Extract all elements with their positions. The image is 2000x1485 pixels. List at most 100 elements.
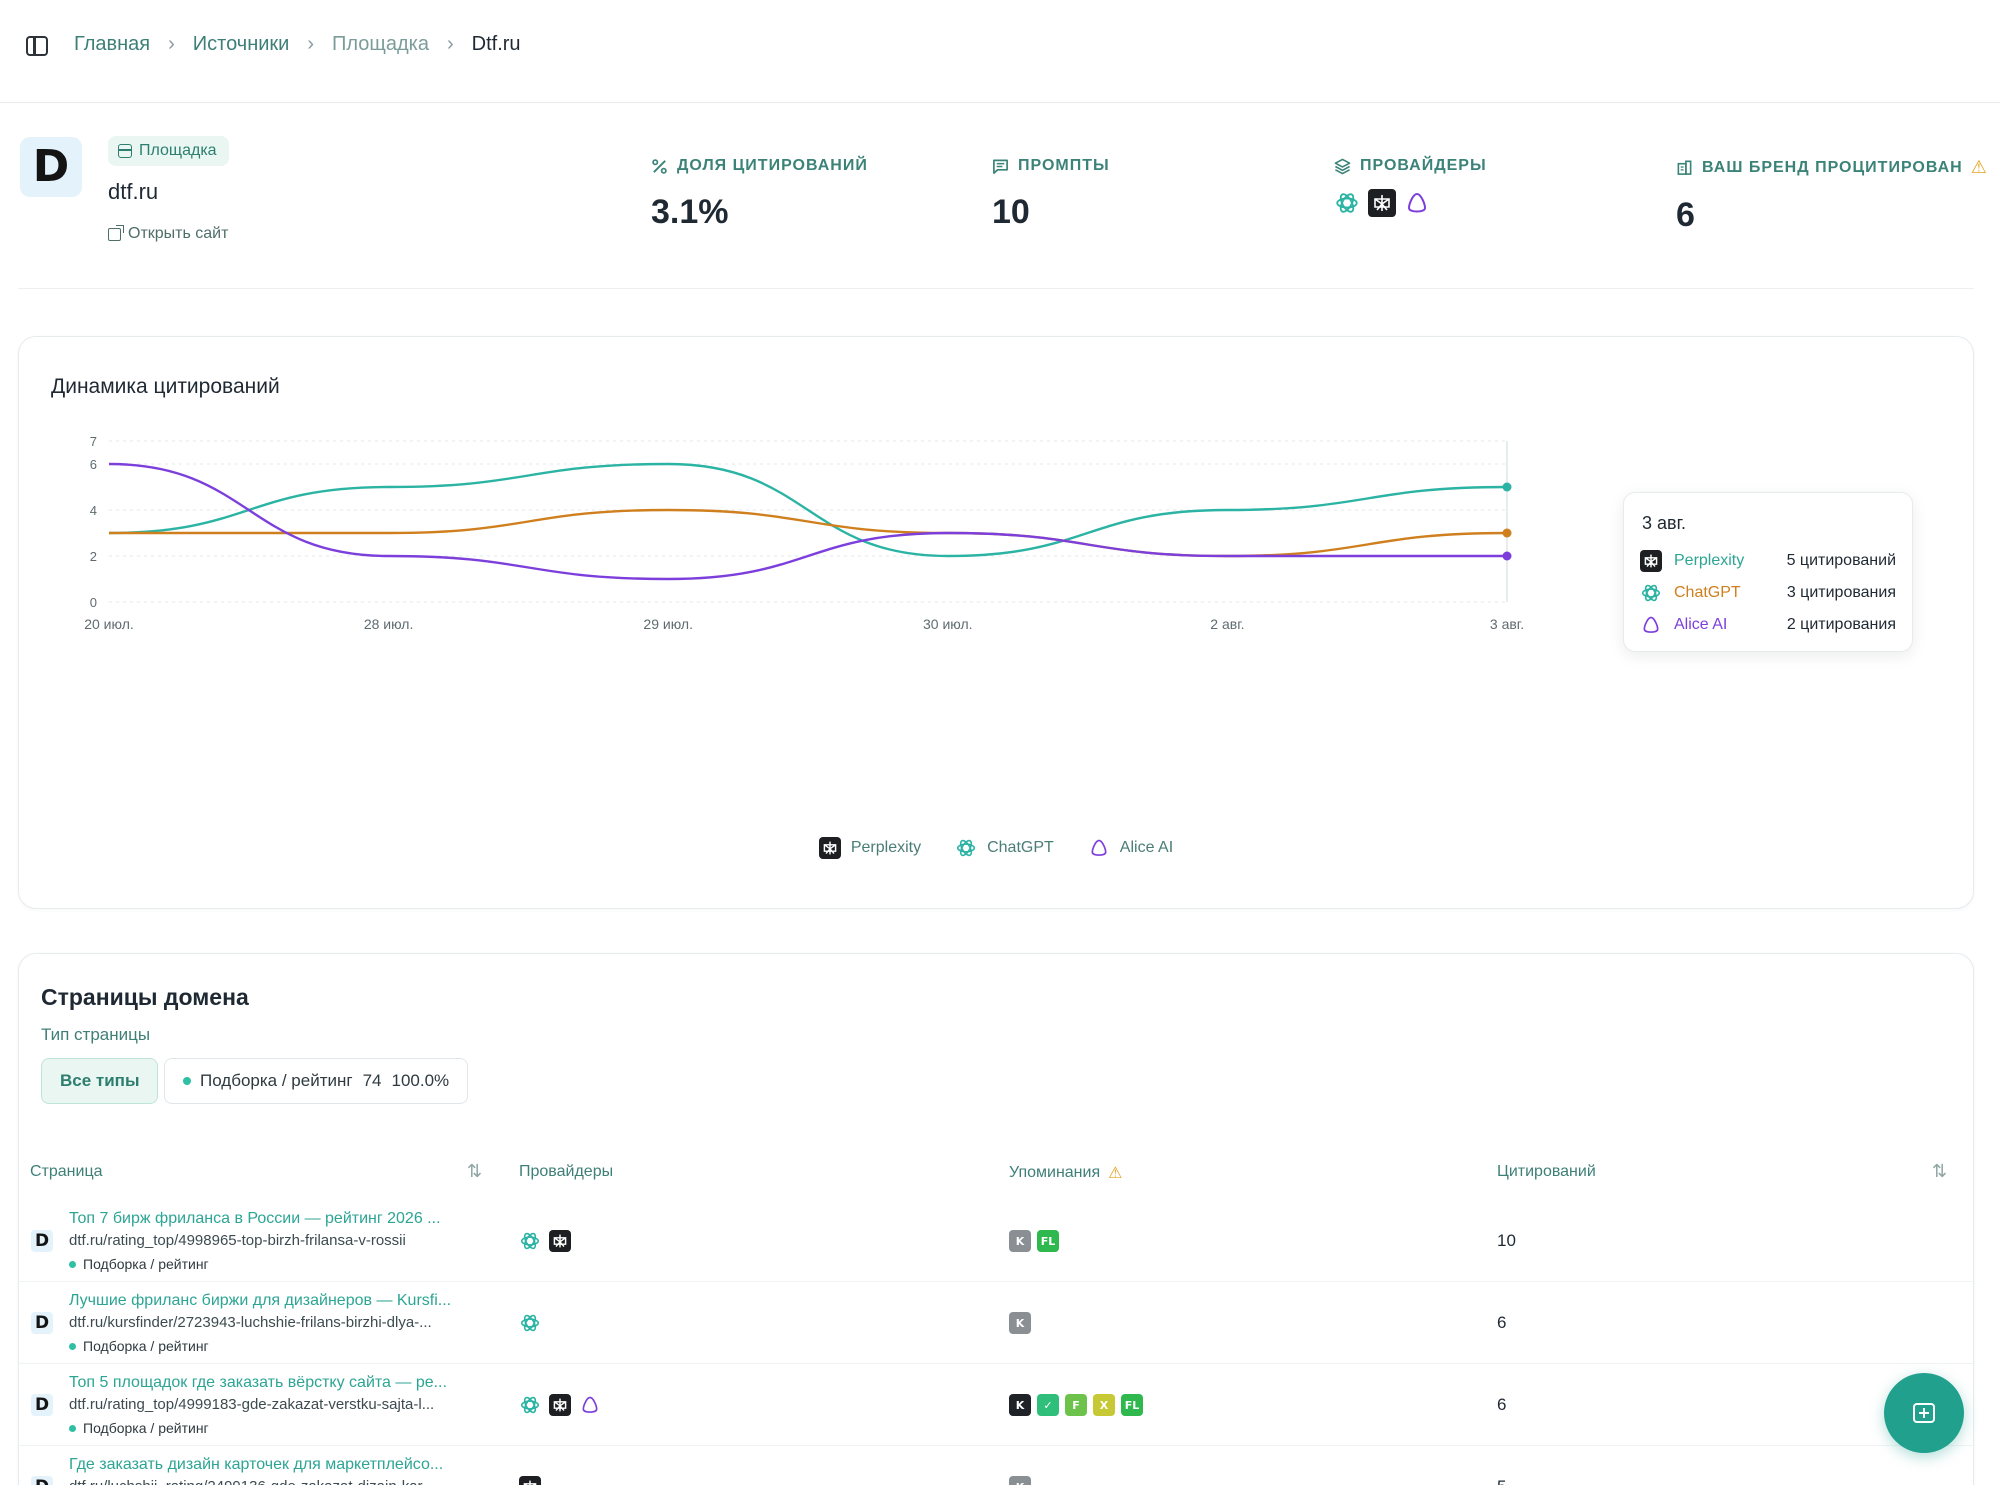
filter-all-types-button[interactable]: Все типы xyxy=(41,1058,159,1104)
stat-prompts: ПРОМПТЫ 10 xyxy=(992,157,1110,232)
alice-ai-icon xyxy=(579,1394,601,1416)
chatgpt-icon xyxy=(1334,190,1360,216)
kwork-icon: K xyxy=(1009,1394,1031,1416)
perplexity-icon xyxy=(1640,550,1662,572)
row-providers xyxy=(519,1230,571,1252)
series-point-alice-ai xyxy=(1502,551,1512,561)
x-tick-label: 20 июл. xyxy=(84,616,134,632)
tooltip-series-name: Perplexity xyxy=(1674,552,1745,569)
column-header-page[interactable]: Страница xyxy=(30,1163,103,1180)
page-title-link[interactable]: Лучшие фриланс биржи для дизайнеров — Ku… xyxy=(69,1292,452,1309)
building-icon xyxy=(1677,160,1692,175)
tooltip-row: Alice AI 2 цитирования xyxy=(1640,613,1896,637)
x-tick-label: 30 июл. xyxy=(923,616,973,632)
open-site-label: Открыть сайт xyxy=(128,225,229,242)
stat-label: ВАШ БРЕНД ПРОЦИТИРОВАН xyxy=(1702,158,1963,176)
perplexity-icon xyxy=(1368,189,1396,217)
status-dot xyxy=(69,1260,76,1268)
page-url: dtf.ru/rating_top/4999183-gde-zakazat-ve… xyxy=(69,1396,435,1413)
stat-value: 3.1% xyxy=(651,193,729,231)
row-mentions: K xyxy=(1009,1476,1031,1485)
stat-value: 10 xyxy=(992,193,1030,231)
open-site-link[interactable]: Открыть сайт xyxy=(108,224,229,243)
series-line-chatgpt xyxy=(109,508,1508,558)
table-row[interactable]: D Топ 7 бирж фриланса в России — рейтинг … xyxy=(19,1200,1975,1282)
page-title-link[interactable]: Топ 5 площадок где заказать вёрстку сайт… xyxy=(69,1374,447,1391)
perplexity-icon xyxy=(549,1230,571,1252)
chatgpt-icon xyxy=(519,1312,541,1334)
page-favicon: D xyxy=(31,1230,53,1252)
page-type: Подборка / рейтинг xyxy=(69,1420,209,1436)
y-tick-label: 0 xyxy=(90,595,97,610)
tooltip-series-name: ChatGPT xyxy=(1674,584,1741,601)
legend-label: ChatGPT xyxy=(987,839,1054,856)
breadcrumb-sources[interactable]: Источники xyxy=(192,33,290,55)
filter-label: Тип страницы xyxy=(41,1025,151,1044)
row-mentions: K FL xyxy=(1009,1230,1059,1252)
row-mentions: K ✓ F X FL xyxy=(1009,1394,1143,1416)
legend-item-chatgpt[interactable]: ChatGPT xyxy=(955,837,1054,859)
sort-icon[interactable]: ⇅ xyxy=(1932,1161,1948,1181)
citations-line-chart[interactable]: 0 2 4 6 7 20 июл. 28 июл. 29 июл. 30 июл. 2 авг. 3… xyxy=(19,337,1975,910)
series-line-perplexity xyxy=(108,462,1508,558)
legend-item-alice-ai[interactable]: Alice AI xyxy=(1088,837,1173,859)
chatgpt-icon xyxy=(955,837,977,859)
column-header-mentions-label: Упоминания xyxy=(1009,1164,1101,1181)
tooltip-row: Perplexity 5 цитирований xyxy=(1640,549,1896,573)
row-providers xyxy=(519,1312,541,1334)
fl-icon: FL xyxy=(1037,1230,1059,1252)
server-icon xyxy=(118,144,132,158)
kwork-icon: K xyxy=(1009,1476,1031,1485)
page-url: dtf.ru/kursfinder/2723943-luchshie-frila… xyxy=(69,1314,432,1331)
filter-type-count: 74 xyxy=(362,1071,382,1090)
row-providers xyxy=(519,1476,541,1485)
page-title-link[interactable]: Где заказать дизайн карточек для маркетп… xyxy=(69,1456,444,1473)
citation-count: 6 xyxy=(1497,1313,1507,1332)
chevron-right-icon: › xyxy=(446,33,454,55)
add-chat-button[interactable] xyxy=(1884,1373,1964,1453)
chatgpt-icon xyxy=(519,1394,541,1416)
chevron-right-icon: › xyxy=(307,33,315,55)
kwork-icon: K xyxy=(1009,1312,1031,1334)
section-title: Страницы домена xyxy=(41,984,249,1010)
type-badge: Площадка xyxy=(108,136,229,166)
top-bar: Главная › Источники › Площадка › Dtf.ru xyxy=(0,0,2000,103)
sidebar-toggle-icon[interactable] xyxy=(26,36,48,56)
chevron-right-icon: › xyxy=(168,33,175,55)
breadcrumb: Главная › Источники › Площадка › Dtf.ru xyxy=(74,33,521,56)
page-url: dtf.ru/luchshii_rating/2499136-gde-zakaz… xyxy=(69,1478,499,1485)
divider xyxy=(18,288,1974,289)
breadcrumb-home[interactable]: Главная xyxy=(74,33,151,55)
table-row[interactable]: D Топ 5 площадок где заказать вёрстку сай… xyxy=(19,1364,1975,1446)
page-favicon: D xyxy=(31,1476,53,1485)
sort-icon[interactable]: ⇅ xyxy=(467,1161,483,1181)
table-row[interactable]: D Лучшие фриланс биржи для дизайнеров — K… xyxy=(19,1282,1975,1364)
warning-icon: ⚠ xyxy=(1108,1165,1123,1182)
page-type-label: Подборка / рейтинг xyxy=(83,1256,209,1272)
page-title-link[interactable]: Топ 7 бирж фриланса в России — рейтинг 2… xyxy=(69,1210,441,1227)
domain-logo-letter: D xyxy=(32,141,70,192)
stat-citation-share: ДОЛЯ ЦИТИРОВАНИЙ 3.1% xyxy=(651,157,868,232)
page-favicon: D xyxy=(31,1312,53,1334)
column-header-mentions: Упоминания ⚠ xyxy=(1009,1163,1122,1183)
page-type-label: Подборка / рейтинг xyxy=(83,1338,209,1354)
column-header-citations[interactable]: Цитирований xyxy=(1497,1163,1596,1180)
external-link-icon xyxy=(108,224,124,241)
table-row[interactable]: D Где заказать дизайн карточек для маркет… xyxy=(19,1446,1975,1485)
legend-label: Alice AI xyxy=(1119,839,1174,856)
layers-icon xyxy=(1334,158,1351,174)
page-type-label: Подборка / рейтинг xyxy=(83,1420,209,1436)
legend-label: Perplexity xyxy=(850,839,922,856)
tooltip-series-value: 2 цитирования xyxy=(1786,616,1896,633)
row-mentions: K xyxy=(1009,1312,1031,1334)
domain-name: dtf.ru xyxy=(108,179,159,204)
y-tick-label: 2 xyxy=(90,549,97,564)
page-favicon: D xyxy=(31,1394,53,1416)
status-dot xyxy=(69,1424,76,1432)
stat-label: ДОЛЯ ЦИТИРОВАНИЙ xyxy=(677,157,868,174)
legend-item-perplexity[interactable]: Perplexity xyxy=(818,837,922,859)
domain-logo: D xyxy=(20,137,82,197)
breadcrumb-platform[interactable]: Площадка xyxy=(332,33,429,55)
filter-type-button[interactable]: Подборка / рейтинг 74 100.0% xyxy=(164,1058,469,1104)
x-tick-label: 28 июл. xyxy=(364,616,414,632)
